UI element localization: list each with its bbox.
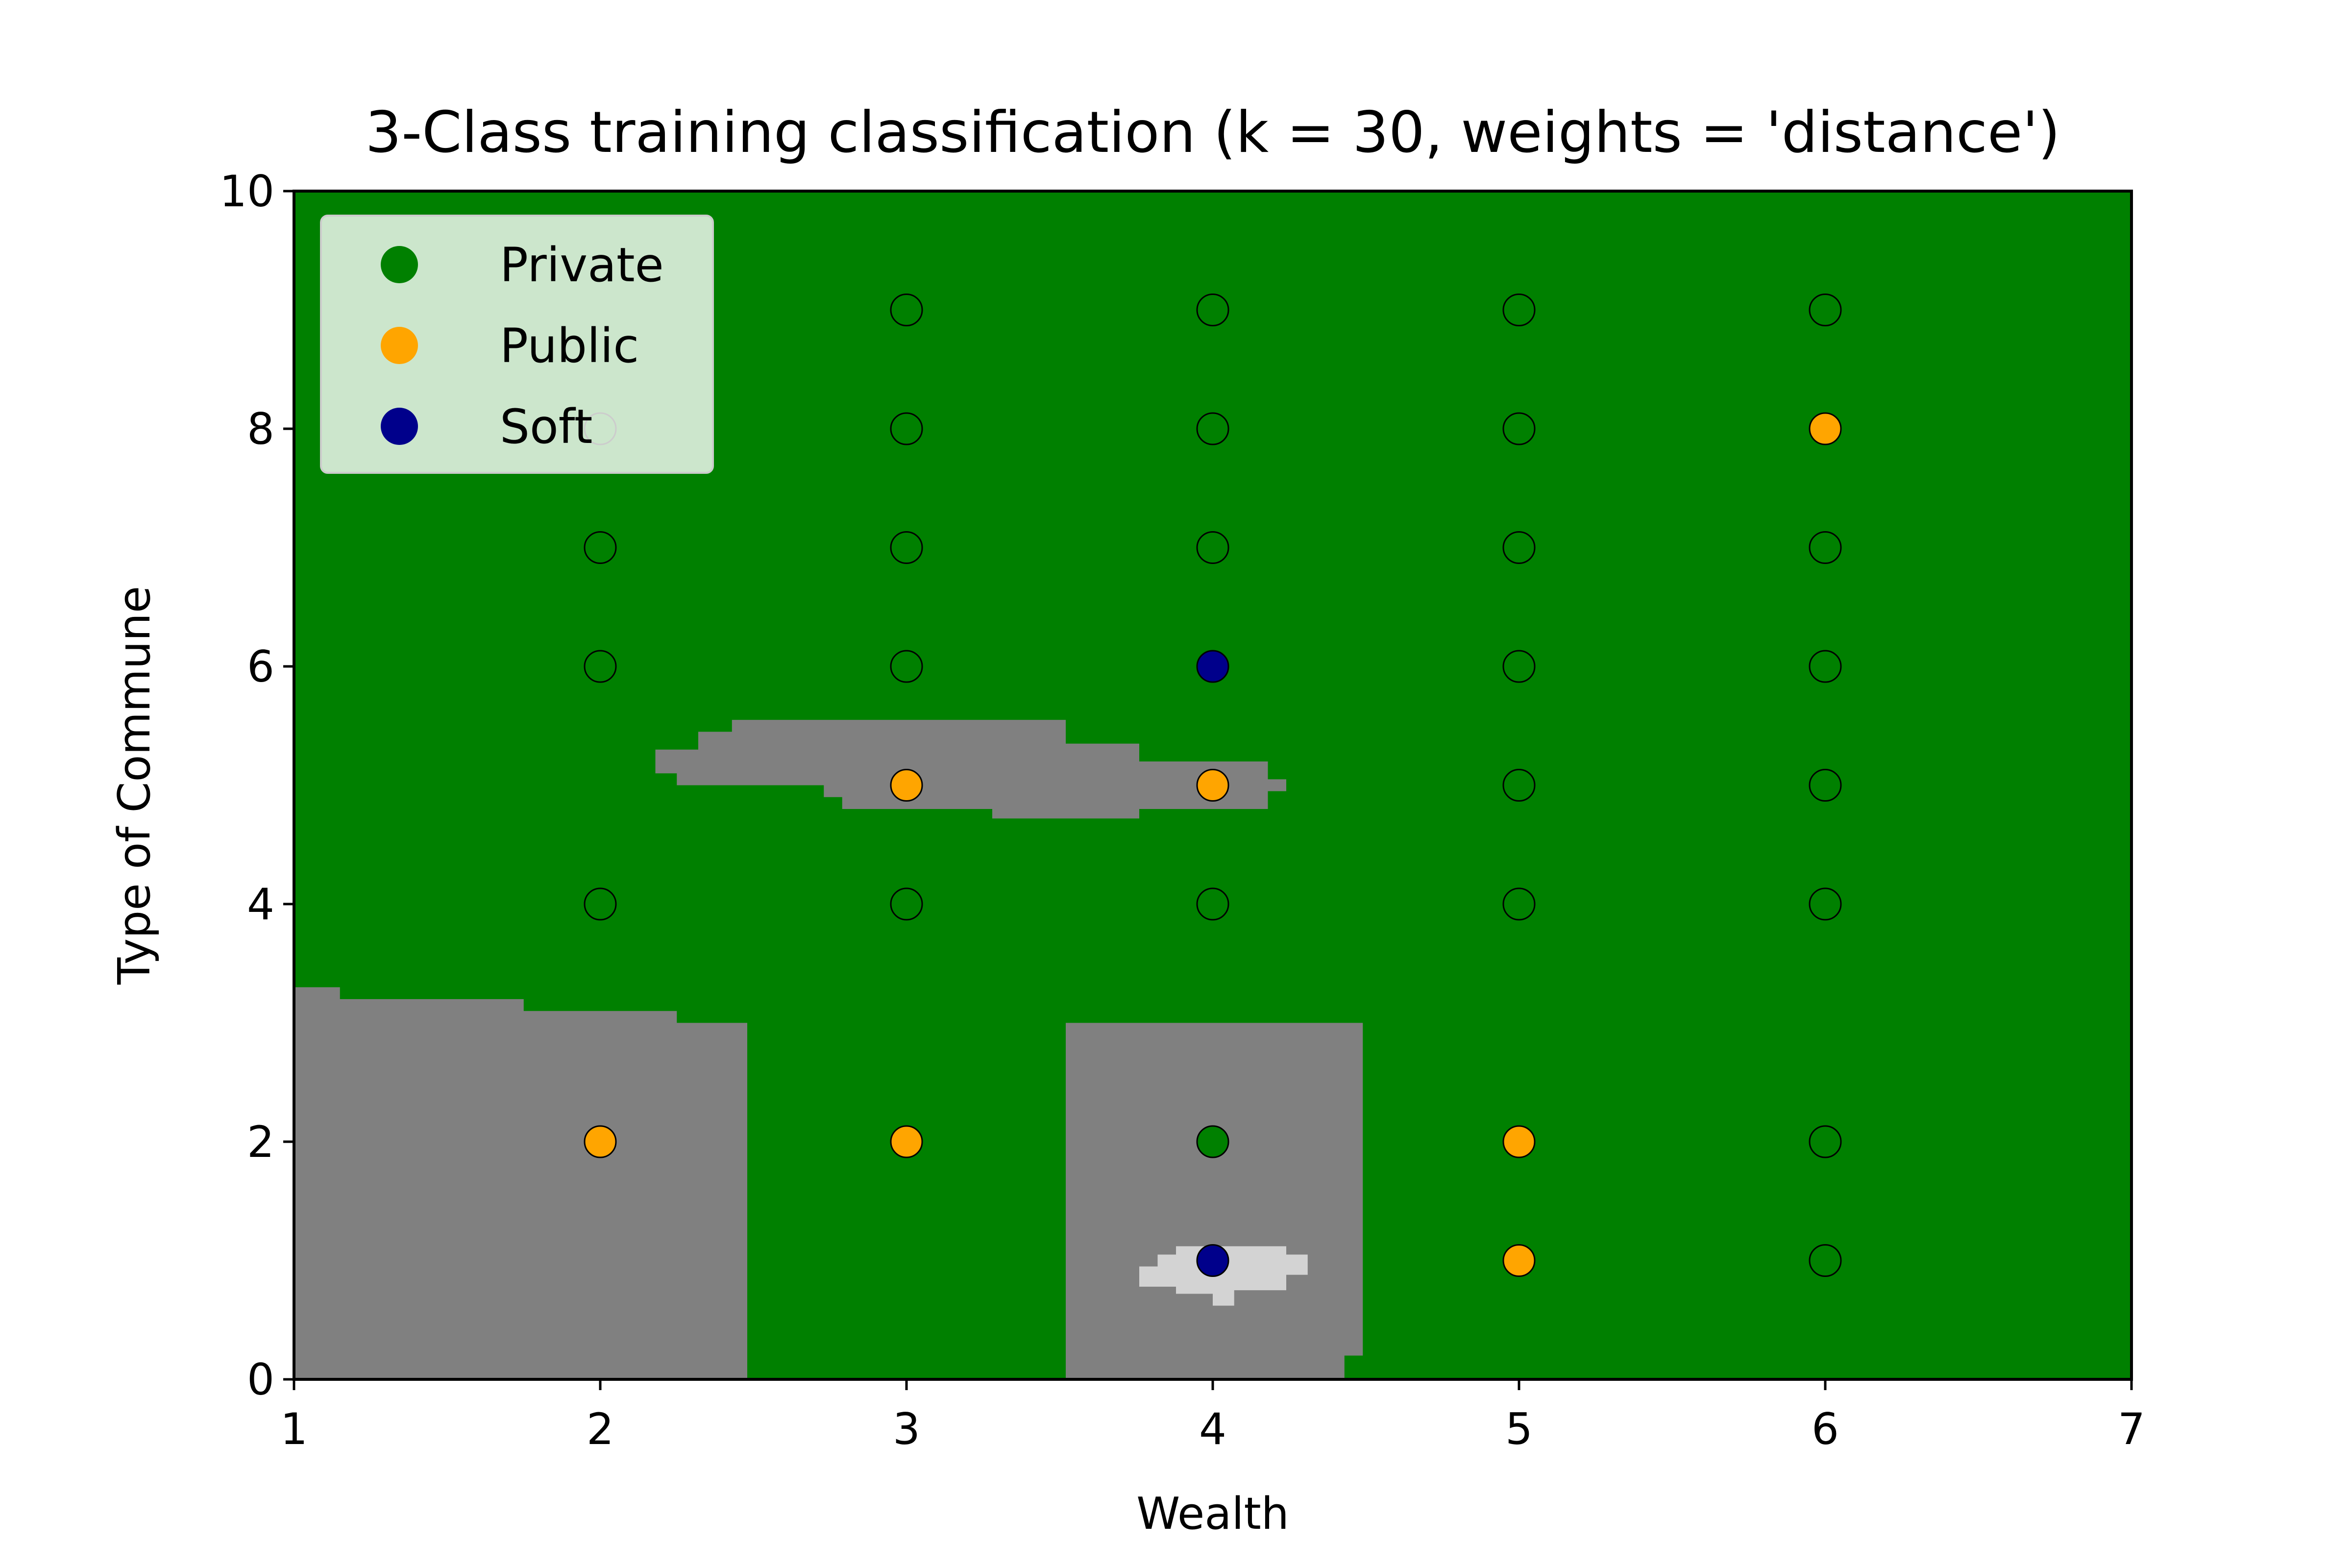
x-tick-label: 7 [2118, 1404, 2145, 1454]
y-axis-ticks: 0 2 4 6 8 10 [220, 166, 294, 1405]
point-public [1196, 769, 1229, 802]
point-public [584, 1125, 617, 1158]
legend-label-soft: Soft [500, 399, 592, 454]
region-public [1066, 1023, 1363, 1379]
legend-marker-soft [381, 408, 418, 445]
legend-box [320, 215, 714, 474]
point-private [1502, 650, 1536, 683]
y-tick-label: 0 [247, 1354, 274, 1405]
point-private [1502, 412, 1536, 445]
point-public [1502, 1125, 1536, 1158]
point-private [890, 412, 923, 445]
y-tick-label: 8 [247, 404, 274, 454]
point-private [1809, 887, 1842, 921]
point-private [1809, 650, 1842, 683]
x-tick-label: 3 [893, 1404, 920, 1454]
point-private [1196, 412, 1229, 445]
y-tick-label: 2 [247, 1117, 274, 1167]
point-private [584, 531, 617, 564]
point-private [1502, 531, 1536, 564]
y-tick-label: 10 [220, 166, 274, 217]
point-private [1196, 887, 1229, 921]
point-soft [1196, 650, 1229, 683]
x-tick-label: 5 [1505, 1404, 1533, 1454]
point-private [1809, 531, 1842, 564]
point-private [1502, 887, 1536, 921]
y-tick-label: 4 [247, 879, 274, 930]
x-axis-label: Wealth [1136, 1488, 1289, 1540]
data-points [584, 294, 1842, 1277]
x-tick-label: 1 [280, 1404, 308, 1454]
point-private [890, 650, 923, 683]
y-axis-label: Type of Commune [109, 586, 160, 985]
region-public [294, 987, 747, 1379]
x-tick-label: 6 [1812, 1404, 1839, 1454]
region-soft [1139, 1246, 1308, 1306]
legend-label-private: Private [500, 238, 664, 293]
point-private [1196, 1125, 1229, 1158]
point-private [1809, 769, 1842, 802]
point-private [1809, 294, 1842, 326]
x-tick-label: 4 [1199, 1404, 1226, 1454]
point-private [890, 887, 923, 921]
legend-marker-private [381, 246, 418, 283]
region-public [655, 720, 1286, 819]
point-public [890, 1125, 923, 1158]
y-tick-label: 6 [247, 641, 274, 692]
x-tick-label: 2 [587, 1404, 614, 1454]
point-private [584, 887, 617, 921]
point-public [890, 769, 923, 802]
point-soft [1196, 1244, 1229, 1277]
point-private [584, 650, 617, 683]
point-private [1502, 769, 1536, 802]
point-private [1196, 294, 1229, 326]
point-public [1809, 412, 1842, 445]
point-private [1809, 1244, 1842, 1277]
chart-title: 3-Class training classification (k = 30,… [366, 99, 2060, 166]
x-axis-ticks: 1 2 3 4 5 6 7 [280, 1379, 2145, 1454]
point-public [1502, 1244, 1536, 1277]
legend-marker-public [381, 327, 418, 364]
point-private [890, 294, 923, 326]
point-private [1809, 1125, 1842, 1158]
point-private [1502, 294, 1536, 326]
legend: Private Public Soft [320, 215, 714, 474]
point-private [890, 531, 923, 564]
legend-label-public: Public [500, 318, 639, 373]
point-private [1196, 531, 1229, 564]
